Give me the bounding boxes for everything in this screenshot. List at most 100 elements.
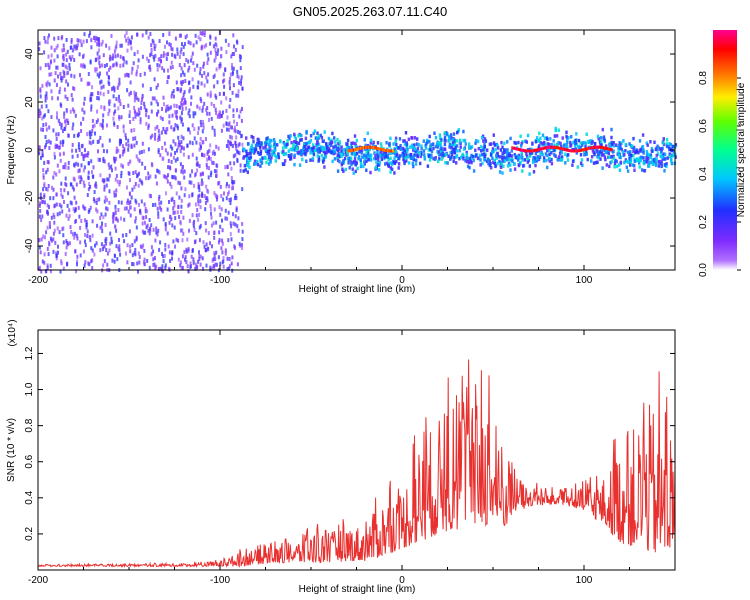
heatmap-cell [439, 143, 442, 148]
heatmap-cell [403, 161, 406, 166]
colorbar-ticks: 0.00.20.40.60.8 [698, 71, 741, 277]
heatmap-cell [171, 113, 174, 118]
heatmap-cell [483, 142, 486, 147]
heatmap-cell [70, 93, 73, 98]
heatmap-cell [219, 212, 222, 217]
heatmap-cell [303, 144, 306, 149]
heatmap-cell [110, 56, 113, 61]
heatmap-cell [214, 262, 217, 267]
heatmap-cell [154, 43, 157, 48]
heatmap-cell [206, 52, 209, 57]
heatmap-cell [181, 265, 184, 270]
heatmap-cell [164, 44, 166, 49]
heatmap-cell [618, 152, 621, 156]
heatmap-cell [225, 184, 228, 189]
heatmap-cell [55, 253, 58, 258]
heatmap-cell [642, 156, 645, 160]
heatmap-cell [62, 140, 65, 144]
heatmap-cell [564, 152, 567, 156]
heatmap-cell [479, 163, 482, 167]
heatmap-cell [212, 149, 215, 154]
heatmap-cell [662, 137, 665, 141]
heatmap-cell [147, 147, 150, 152]
heatmap-cell [389, 156, 392, 161]
heatmap-cell [466, 164, 470, 168]
heatmap-cell [514, 141, 518, 145]
heatmap-cell [550, 157, 553, 162]
heatmap-cell [611, 142, 614, 147]
heatmap-cell [374, 154, 377, 158]
heatmap-cell [674, 143, 678, 147]
heatmap-cell [198, 106, 201, 111]
heatmap-cell [176, 87, 179, 92]
heatmap-cell [353, 157, 357, 161]
heatmap-cell [168, 31, 171, 36]
heatmap-cell [59, 158, 62, 163]
heatmap-cell [419, 161, 422, 166]
heatmap-cell [71, 126, 74, 131]
heatmap-cell [150, 245, 153, 250]
heatmap-cell [620, 141, 623, 145]
heatmap-cell [368, 153, 371, 158]
heatmap-cell [654, 147, 658, 151]
heatmap-cell [138, 255, 141, 259]
heatmap-cell [113, 193, 116, 198]
heatmap-cell [226, 267, 229, 272]
heatmap-cell [131, 262, 134, 266]
heatmap-cell [217, 48, 220, 53]
heatmap-cell [286, 139, 289, 143]
heatmap-cell [618, 141, 621, 145]
heatmap-cell [70, 201, 73, 206]
heatmap-cell [114, 211, 117, 216]
heatmap-cell [597, 136, 600, 141]
heatmap-cell [39, 87, 42, 92]
heatmap-cell [73, 86, 76, 91]
heatmap-cell [617, 163, 621, 167]
heatmap-cell [663, 152, 667, 157]
heatmap-cell [105, 183, 108, 188]
heatmap-cell [138, 158, 141, 163]
heatmap-cell [180, 73, 183, 78]
heatmap-cell [297, 150, 300, 154]
heatmap-cell [253, 159, 257, 164]
heatmap-cell [352, 141, 355, 145]
heatmap-cell [173, 103, 176, 108]
heatmap-cell [229, 201, 232, 205]
heatmap-cell [657, 159, 661, 164]
heatmap-cell [183, 175, 186, 180]
heatmap-cell [246, 170, 249, 174]
heatmap-cell [146, 258, 149, 263]
heatmap-cell [144, 207, 147, 211]
heatmap-cell [304, 136, 308, 141]
heatmap-cell [227, 172, 230, 177]
heatmap-cell [119, 43, 122, 48]
heatmap-cell [329, 140, 333, 145]
heatmap-cell [95, 184, 98, 189]
heatmap-cell [48, 221, 51, 226]
heatmap-cell [166, 107, 169, 112]
y-tick-label: 0.2 [24, 527, 35, 541]
heatmap-cell [602, 153, 605, 157]
heatmap-cell [127, 138, 130, 143]
heatmap-cell [242, 169, 245, 173]
heatmap-cell [145, 113, 148, 118]
heatmap-cell [101, 63, 104, 68]
heatmap-cell [103, 187, 106, 192]
heatmap-cell [608, 147, 611, 151]
heatmap-cell [65, 118, 68, 123]
heatmap-cell [604, 150, 607, 155]
heatmap-cell [112, 53, 115, 58]
heatmap-cell [79, 253, 82, 258]
heatmap-cell [45, 186, 48, 191]
heatmap-cell [499, 165, 503, 169]
heatmap-cell [165, 191, 167, 196]
heatmap-cell [610, 155, 614, 159]
heatmap-cell [347, 161, 350, 165]
heatmap-cell [367, 145, 370, 149]
heatmap-cell [85, 153, 88, 158]
heatmap-cell [101, 178, 104, 183]
heatmap-cell [112, 116, 115, 121]
heatmap-cell [128, 38, 131, 43]
heatmap-cell [588, 139, 592, 143]
heatmap-cell [95, 67, 98, 72]
